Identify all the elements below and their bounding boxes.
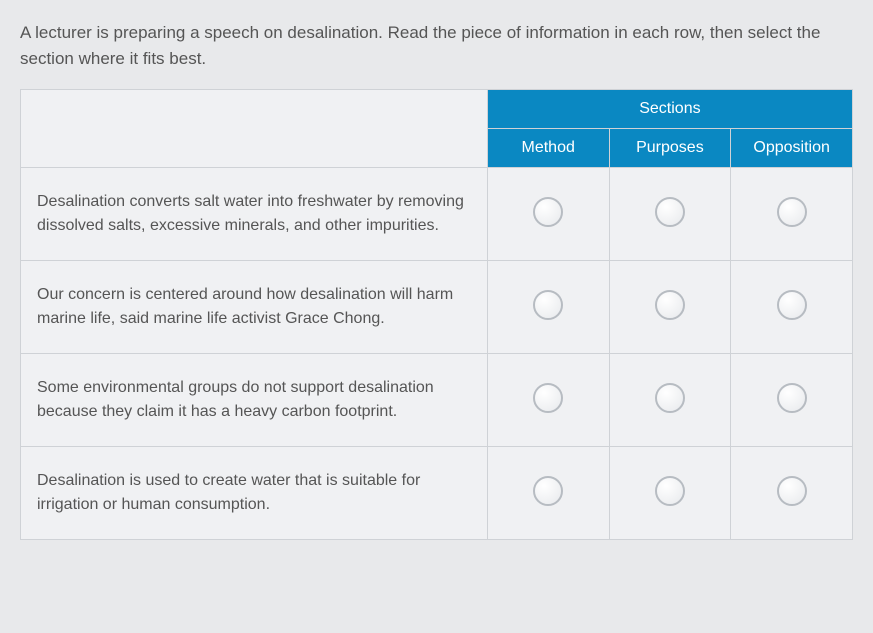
header-method: Method xyxy=(487,129,609,168)
radio-purposes[interactable] xyxy=(655,197,685,227)
radio-opposition[interactable] xyxy=(777,197,807,227)
row-description: Some environmental groups do not support… xyxy=(21,354,488,447)
table-row: Some environmental groups do not support… xyxy=(21,354,853,447)
radio-method[interactable] xyxy=(533,476,563,506)
radio-opposition[interactable] xyxy=(777,476,807,506)
instructions-text: A lecturer is preparing a speech on desa… xyxy=(20,20,853,71)
radio-purposes[interactable] xyxy=(655,290,685,320)
header-purposes: Purposes xyxy=(609,129,731,168)
radio-purposes[interactable] xyxy=(655,383,685,413)
table-row: Desalination is used to create water tha… xyxy=(21,447,853,540)
radio-method[interactable] xyxy=(533,197,563,227)
sections-table: Sections Method Purposes Opposition Desa… xyxy=(20,89,853,540)
header-sections: Sections xyxy=(487,90,852,129)
radio-method[interactable] xyxy=(533,290,563,320)
header-empty xyxy=(21,90,488,168)
radio-method[interactable] xyxy=(533,383,563,413)
header-opposition: Opposition xyxy=(731,129,853,168)
row-description: Desalination converts salt water into fr… xyxy=(21,168,488,261)
row-description: Desalination is used to create water tha… xyxy=(21,447,488,540)
radio-purposes[interactable] xyxy=(655,476,685,506)
table-row: Desalination converts salt water into fr… xyxy=(21,168,853,261)
radio-opposition[interactable] xyxy=(777,290,807,320)
table-row: Our concern is centered around how desal… xyxy=(21,261,853,354)
radio-opposition[interactable] xyxy=(777,383,807,413)
row-description: Our concern is centered around how desal… xyxy=(21,261,488,354)
